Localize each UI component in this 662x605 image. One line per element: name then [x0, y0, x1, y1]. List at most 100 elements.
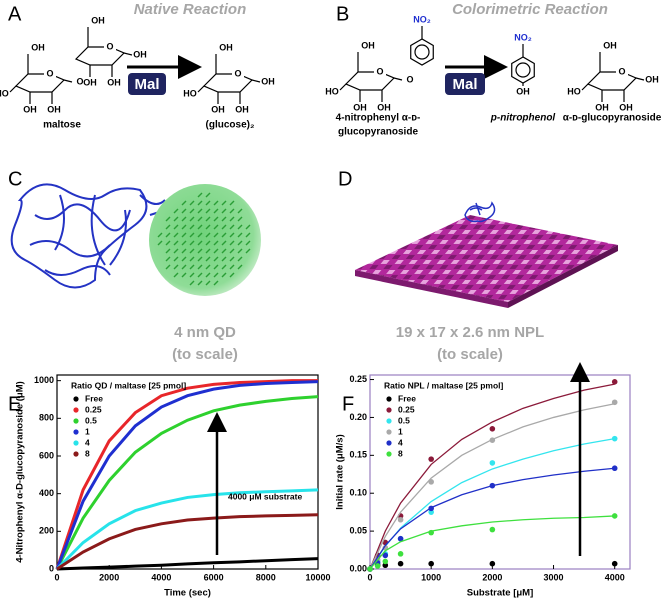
- legend-swatch: [386, 396, 392, 402]
- caption: 4 nm QD: [174, 324, 236, 341]
- atom-label: O: [376, 66, 383, 76]
- data-point: [611, 465, 618, 472]
- atom-bg: [212, 105, 224, 115]
- atom-bg: [236, 105, 248, 115]
- y-tick-label: 0.05: [349, 525, 367, 535]
- data-point: [382, 558, 389, 565]
- ring-bond: [410, 38, 434, 66]
- legend-swatch: [73, 407, 79, 413]
- nanoplatelet-edge: [355, 270, 508, 308]
- legend-swatch: [386, 440, 392, 446]
- atom-bg: [568, 87, 580, 97]
- data-point: [611, 513, 618, 519]
- x-tick-label: 3000: [544, 572, 564, 582]
- legend-label: 4: [398, 437, 403, 447]
- data-line: [56, 513, 319, 571]
- data-point: [489, 437, 496, 443]
- legend-label: Free: [398, 393, 416, 403]
- nanoplatelet: [355, 215, 618, 302]
- data-point: [397, 560, 404, 567]
- x-tick-label: 2000: [482, 572, 502, 582]
- atom-bg: [48, 105, 60, 115]
- legend-swatch: [386, 451, 392, 457]
- atom-bg: [326, 87, 338, 97]
- atom-bg: [362, 41, 374, 51]
- legend-label: 4: [85, 437, 90, 447]
- data-point: [489, 482, 496, 489]
- atom-label: OH: [219, 42, 233, 52]
- atom-bg: [0, 89, 8, 99]
- y-tick-label: 0.25: [349, 374, 367, 384]
- data-line: [55, 379, 318, 570]
- annotation: 4000 μM substrate: [228, 491, 302, 501]
- enzyme-box: [445, 73, 485, 95]
- ring-bond: [344, 71, 396, 91]
- ring-bond: [511, 56, 535, 84]
- y-tick-label: 800: [39, 413, 54, 423]
- atom-label: OH: [603, 40, 617, 50]
- plot-frame: [56, 374, 319, 570]
- legend-title: Ratio NPL / maltase [25 pmol]: [384, 380, 504, 390]
- panel-label: B: [336, 3, 349, 25]
- caption: (to scale): [172, 346, 238, 363]
- reaction-title: Colorimetric Reaction: [452, 1, 608, 18]
- x-axis-label: Time (sec): [164, 588, 211, 599]
- atom-label: OH: [107, 77, 121, 87]
- plot-frame: [369, 374, 631, 570]
- legend-swatch: [386, 407, 392, 413]
- bond: [393, 77, 403, 81]
- enzyme-label: Mal: [134, 76, 159, 93]
- data-point: [489, 460, 496, 466]
- atom-bg: [92, 16, 104, 26]
- data-line: [55, 488, 319, 571]
- panel-label: E: [8, 393, 21, 415]
- y-tick-label: 0.15: [349, 450, 367, 460]
- atom-label: OH: [211, 104, 225, 114]
- atom-label: OH: [23, 104, 37, 114]
- molecule-name: glucopyranoside: [338, 127, 418, 138]
- molecule-name: maltose: [43, 120, 81, 131]
- atom-bg: [374, 67, 386, 77]
- atom-bg: [24, 105, 36, 115]
- atom-bg: [646, 75, 658, 85]
- atom-bg: [378, 103, 390, 113]
- bond: [581, 83, 589, 91]
- ring-bond: [74, 46, 126, 66]
- atom-label: OH: [261, 76, 275, 86]
- legend-swatch: [73, 396, 79, 402]
- atom-label: O: [618, 66, 625, 76]
- molecule-name: (glucose)₂: [206, 120, 255, 131]
- legend-label: 0.5: [85, 415, 97, 425]
- data-point: [611, 399, 618, 406]
- legend-swatch: [73, 429, 79, 435]
- x-tick-label: 10000: [305, 572, 330, 582]
- atom-label: OH: [31, 42, 45, 52]
- legend-title: Ratio QD / maltase [25 pmol]: [71, 380, 186, 390]
- atom-label: O: [76, 76, 83, 86]
- atom-bg: [262, 77, 274, 87]
- bond: [635, 77, 645, 81]
- panel-label: F: [342, 393, 354, 415]
- atom-bg: [44, 69, 56, 79]
- legend-label: Free: [85, 393, 103, 403]
- y-tick-label: 1000: [34, 375, 54, 385]
- legend-label: 8: [398, 448, 403, 458]
- legend-swatch: [73, 418, 79, 424]
- atom-label: OH: [361, 40, 375, 50]
- ring-bond: [202, 73, 254, 93]
- panel-label: C: [8, 168, 22, 190]
- atom-bg: [354, 103, 366, 113]
- data-point: [489, 526, 496, 533]
- data-point: [611, 379, 618, 385]
- panel-label: A: [8, 3, 22, 25]
- y-tick-label: 600: [39, 450, 54, 460]
- y-tick-label: 0.20: [349, 412, 367, 422]
- atom-label: OH: [83, 77, 97, 87]
- y-tick-label: 0.00: [349, 563, 367, 573]
- aromatic: [414, 44, 430, 60]
- data-point: [428, 529, 434, 536]
- data-point: [611, 560, 618, 567]
- atom-label: OH: [377, 102, 391, 112]
- quantum-dot-lattice: [157, 192, 251, 286]
